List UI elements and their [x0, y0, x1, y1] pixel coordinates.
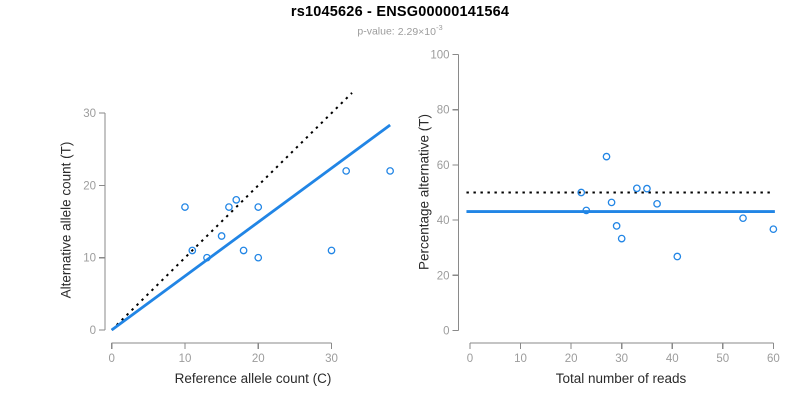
data-point	[602, 152, 611, 161]
y-tick-label: 100	[430, 50, 449, 62]
data-point	[617, 234, 626, 243]
x-tick-label: 10	[179, 353, 192, 365]
x-tick-label: 0	[467, 353, 473, 365]
data-point	[181, 203, 189, 211]
x-tick-label: 20	[252, 353, 265, 365]
data-point	[188, 246, 197, 255]
data-point	[254, 203, 263, 211]
percentage-vs-coverage-panel: 0 20 40 60 80 100 0 10 20 30 40 50 60	[430, 50, 779, 366]
allele-counts-panel: 0 10 20 30 0 10 20 30	[83, 92, 394, 365]
data-point	[203, 253, 211, 262]
data-point	[386, 167, 394, 175]
pvalue-exponent: -3	[435, 23, 443, 32]
data-point	[607, 198, 616, 207]
x-tick-label: 30	[615, 353, 628, 365]
identity-line	[110, 92, 353, 331]
data-point	[612, 222, 621, 230]
y-tick-label: 0	[443, 326, 449, 338]
left-x-axis-title: Reference allele count (C)	[174, 371, 332, 386]
x-tick-label: 20	[565, 353, 578, 365]
pvalue-label: p-value:	[357, 25, 395, 38]
data-point	[232, 196, 241, 204]
y-tick-label: 0	[90, 325, 96, 337]
y-tick-label: 60	[437, 160, 450, 172]
y-tick-label: 20	[83, 180, 96, 192]
pvalue-subtitle: p-value: 2.29×10-3	[0, 23, 800, 38]
data-point	[582, 206, 591, 215]
fit-line	[110, 123, 391, 332]
x-tick-label: 40	[666, 353, 679, 365]
data-point	[643, 184, 651, 193]
data-point	[254, 253, 263, 262]
y-tick-label: 20	[437, 270, 450, 282]
data-point	[342, 167, 351, 175]
right-x-axis-title: Total number of reads	[555, 371, 687, 386]
x-tick-label: 30	[325, 353, 338, 365]
y-tick-label: 30	[83, 108, 96, 120]
y-tick-label: 40	[437, 215, 450, 227]
left-y-axis-title: Alternative allele count (T)	[58, 141, 74, 299]
x-tick-label: 0	[108, 353, 114, 365]
data-point	[225, 203, 233, 211]
data-point	[632, 184, 641, 193]
data-point	[239, 246, 248, 255]
data-point	[769, 225, 778, 234]
x-tick-label: 10	[514, 353, 527, 365]
data-point	[217, 232, 226, 240]
data-point	[327, 246, 336, 255]
pvalue-value: 2.29×10	[397, 25, 436, 38]
x-tick-label: 60	[767, 353, 780, 365]
page-title: rs1045626 - ENSG00000141564	[290, 4, 510, 20]
data-point	[653, 199, 661, 208]
y-tick-label: 80	[437, 105, 450, 117]
data-point	[739, 214, 747, 223]
y-tick-label: 10	[83, 253, 96, 265]
data-point	[673, 252, 682, 261]
right-y-axis-title: Percentage alternative (T)	[416, 113, 432, 271]
data-point	[577, 188, 586, 197]
x-tick-label: 50	[716, 353, 729, 365]
